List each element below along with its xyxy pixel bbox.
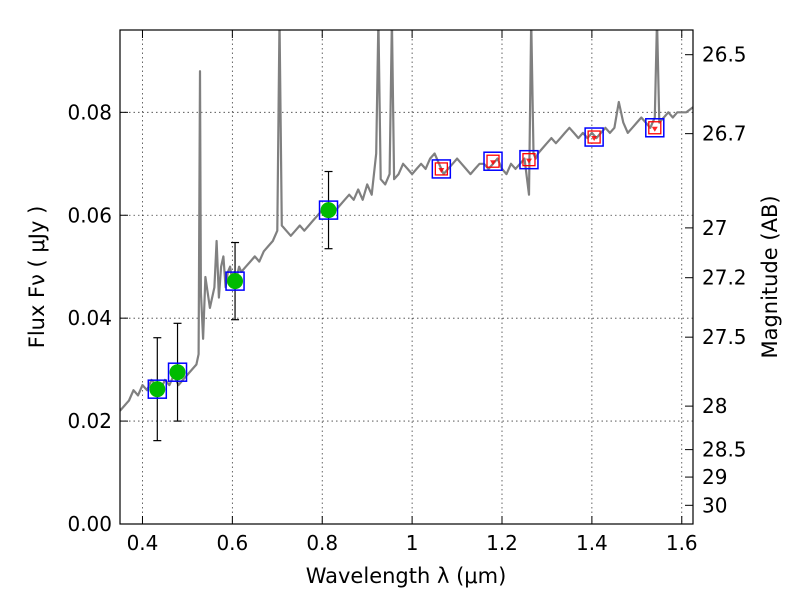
right-tick-label: 26.5 bbox=[702, 43, 747, 67]
plot-frame bbox=[119, 29, 694, 525]
model-photometry-box bbox=[318, 200, 339, 220]
upper-limit-arrow bbox=[525, 158, 532, 164]
upper-limit-marker bbox=[648, 121, 662, 135]
model-photometry-box bbox=[645, 118, 665, 138]
x-tick-label: 1.6 bbox=[666, 531, 698, 555]
right-tick-label: 27.5 bbox=[702, 325, 747, 349]
observed-point bbox=[227, 273, 244, 290]
x-tick-label: 1.4 bbox=[576, 531, 608, 555]
upper-limit-marker bbox=[522, 153, 536, 167]
observed-point bbox=[149, 381, 166, 398]
y-tick-label: 0.04 bbox=[67, 306, 112, 330]
right-tick-label: 27 bbox=[702, 216, 727, 240]
observed-point bbox=[169, 364, 186, 381]
x-tick-label: 0.6 bbox=[216, 531, 248, 555]
x-tick-label: 1 bbox=[406, 531, 419, 555]
model-spectrum-line bbox=[120, 30, 693, 412]
model-photometry-box bbox=[225, 271, 245, 291]
data-marks bbox=[120, 30, 693, 442]
model-photometry-box bbox=[584, 127, 604, 147]
right-axis-label: Magnitude (AB) bbox=[758, 195, 782, 358]
upper-limit-marker bbox=[486, 154, 500, 168]
upper-limit-marker bbox=[434, 162, 448, 176]
x-tick-label: 0.4 bbox=[127, 531, 159, 555]
grid bbox=[120, 30, 693, 524]
y-tick-label: 0.08 bbox=[67, 100, 112, 124]
x-tick-label: 0.8 bbox=[306, 531, 338, 555]
y-tick-label: 0.06 bbox=[67, 203, 112, 227]
x-axis-label: Wavelength λ (μm) bbox=[306, 564, 507, 588]
upper-limit-marker bbox=[587, 130, 601, 144]
model-photometry-box bbox=[167, 362, 188, 382]
x-tick-label: 1.2 bbox=[486, 531, 518, 555]
observed-point bbox=[320, 202, 337, 219]
right-tick-label: 29 bbox=[702, 465, 727, 489]
right-tick-label: 28.5 bbox=[702, 438, 747, 462]
right-tick-label: 28 bbox=[702, 394, 727, 418]
axis-ticks: 0.4 0.6 0.8 1 1.2 1.4 1.6 0.00 0.02 0.04 0.06 0.08 2… bbox=[67, 30, 747, 555]
model-photometry-box bbox=[483, 151, 503, 171]
upper-limit-arrow bbox=[438, 167, 445, 173]
upper-limit-arrow bbox=[490, 160, 497, 166]
y-tick-label: 0.02 bbox=[67, 409, 112, 433]
y-tick-label: 0.00 bbox=[67, 512, 112, 536]
right-tick-label: 27.2 bbox=[702, 266, 747, 290]
upper-limit-arrow bbox=[651, 126, 658, 132]
model-photometry-box bbox=[431, 159, 452, 179]
model-photometry-box bbox=[147, 379, 168, 399]
right-tick-label: 30 bbox=[702, 493, 727, 517]
model-photometry-box bbox=[519, 149, 539, 170]
right-tick-label: 26.7 bbox=[702, 122, 747, 146]
y-axis-label: Flux Fν ( μJy ) bbox=[25, 206, 49, 349]
upper-limit-arrow bbox=[591, 136, 598, 142]
